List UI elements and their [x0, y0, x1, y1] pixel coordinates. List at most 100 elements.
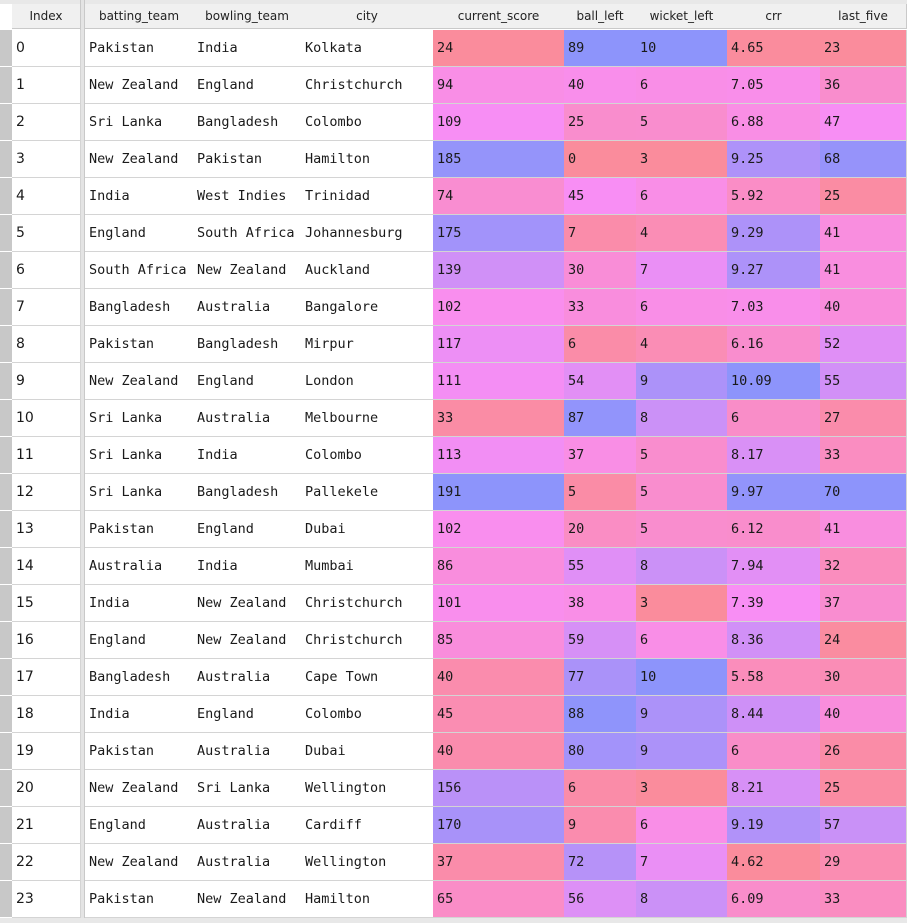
row-handle[interactable]: [0, 844, 12, 880]
cell-last-five[interactable]: 37: [820, 585, 907, 622]
column-header-city[interactable]: city: [301, 4, 434, 29]
cell-batting-team[interactable]: New Zealand: [85, 67, 194, 104]
cell-batting-team[interactable]: India: [85, 178, 194, 215]
row-index-cell[interactable]: 13: [12, 511, 81, 548]
cell-ball-left[interactable]: 55: [564, 548, 637, 585]
cell-city[interactable]: Johannesburg: [301, 215, 434, 252]
row-index-cell[interactable]: 19: [12, 733, 81, 770]
cell-bowling-team[interactable]: Sri Lanka: [193, 770, 302, 807]
cell-last-five[interactable]: 32: [820, 548, 907, 585]
cell-bowling-team[interactable]: Bangladesh: [193, 326, 302, 363]
cell-crr[interactable]: 7.03: [727, 289, 821, 326]
cell-last-five[interactable]: 25: [820, 770, 907, 807]
cell-city[interactable]: Colombo: [301, 696, 434, 733]
cell-city[interactable]: Colombo: [301, 104, 434, 141]
cell-crr[interactable]: 8.21: [727, 770, 821, 807]
cell-ball-left[interactable]: 80: [564, 733, 637, 770]
cell-city[interactable]: London: [301, 363, 434, 400]
cell-current-score[interactable]: 113: [433, 437, 565, 474]
column-header-wicket-left[interactable]: wicket_left: [636, 4, 728, 29]
cell-last-five[interactable]: 29: [820, 844, 907, 881]
cell-current-score[interactable]: 33: [433, 400, 565, 437]
cell-bowling-team[interactable]: New Zealand: [193, 881, 302, 918]
cell-wicket-left[interactable]: 7: [636, 252, 728, 289]
cell-city[interactable]: Cape Town: [301, 659, 434, 696]
cell-wicket-left[interactable]: 6: [636, 807, 728, 844]
row-index-cell[interactable]: 11: [12, 437, 81, 474]
cell-crr[interactable]: 9.25: [727, 141, 821, 178]
cell-wicket-left[interactable]: 5: [636, 437, 728, 474]
cell-ball-left[interactable]: 0: [564, 141, 637, 178]
row-handle[interactable]: [0, 733, 12, 769]
cell-current-score[interactable]: 24: [433, 30, 565, 67]
column-header-last-five[interactable]: last_five: [820, 4, 907, 29]
cell-current-score[interactable]: 40: [433, 659, 565, 696]
cell-wicket-left[interactable]: 6: [636, 67, 728, 104]
cell-wicket-left[interactable]: 5: [636, 511, 728, 548]
cell-city[interactable]: Melbourne: [301, 400, 434, 437]
cell-bowling-team[interactable]: England: [193, 67, 302, 104]
cell-wicket-left[interactable]: 3: [636, 770, 728, 807]
cell-city[interactable]: Trinidad: [301, 178, 434, 215]
row-index-cell[interactable]: 20: [12, 770, 81, 807]
cell-batting-team[interactable]: New Zealand: [85, 141, 194, 178]
row-index-cell[interactable]: 9: [12, 363, 81, 400]
cell-current-score[interactable]: 102: [433, 289, 565, 326]
cell-batting-team[interactable]: New Zealand: [85, 770, 194, 807]
cell-wicket-left[interactable]: 6: [636, 178, 728, 215]
cell-wicket-left[interactable]: 8: [636, 400, 728, 437]
cell-batting-team[interactable]: England: [85, 622, 194, 659]
cell-city[interactable]: Colombo: [301, 437, 434, 474]
row-index-cell[interactable]: 10: [12, 400, 81, 437]
cell-bowling-team[interactable]: Australia: [193, 289, 302, 326]
cell-city[interactable]: Cardiff: [301, 807, 434, 844]
row-handle[interactable]: [0, 30, 12, 66]
cell-city[interactable]: Kolkata: [301, 30, 434, 67]
cell-crr[interactable]: 9.27: [727, 252, 821, 289]
cell-city[interactable]: Christchurch: [301, 67, 434, 104]
cell-last-five[interactable]: 25: [820, 178, 907, 215]
cell-ball-left[interactable]: 88: [564, 696, 637, 733]
cell-ball-left[interactable]: 20: [564, 511, 637, 548]
cell-crr[interactable]: 6.16: [727, 326, 821, 363]
cell-crr[interactable]: 7.39: [727, 585, 821, 622]
cell-batting-team[interactable]: India: [85, 696, 194, 733]
row-index-cell[interactable]: 23: [12, 881, 81, 918]
cell-bowling-team[interactable]: England: [193, 696, 302, 733]
cell-last-five[interactable]: 40: [820, 289, 907, 326]
cell-batting-team[interactable]: Sri Lanka: [85, 400, 194, 437]
cell-batting-team[interactable]: Pakistan: [85, 511, 194, 548]
cell-crr[interactable]: 6: [727, 400, 821, 437]
cell-batting-team[interactable]: Pakistan: [85, 881, 194, 918]
cell-current-score[interactable]: 102: [433, 511, 565, 548]
cell-bowling-team[interactable]: Australia: [193, 733, 302, 770]
cell-last-five[interactable]: 27: [820, 400, 907, 437]
cell-bowling-team[interactable]: India: [193, 548, 302, 585]
cell-ball-left[interactable]: 45: [564, 178, 637, 215]
row-index-cell[interactable]: 16: [12, 622, 81, 659]
cell-current-score[interactable]: 37: [433, 844, 565, 881]
cell-crr[interactable]: 6.88: [727, 104, 821, 141]
cell-bowling-team[interactable]: Australia: [193, 659, 302, 696]
cell-last-five[interactable]: 52: [820, 326, 907, 363]
cell-ball-left[interactable]: 89: [564, 30, 637, 67]
row-index-cell[interactable]: 21: [12, 807, 81, 844]
row-index-cell[interactable]: 14: [12, 548, 81, 585]
cell-ball-left[interactable]: 7: [564, 215, 637, 252]
cell-last-five[interactable]: 57: [820, 807, 907, 844]
row-handle[interactable]: [0, 178, 12, 214]
row-index-cell[interactable]: 18: [12, 696, 81, 733]
cell-batting-team[interactable]: Pakistan: [85, 30, 194, 67]
row-index-cell[interactable]: 22: [12, 844, 81, 881]
cell-city[interactable]: Pallekele: [301, 474, 434, 511]
cell-city[interactable]: Hamilton: [301, 141, 434, 178]
cell-wicket-left[interactable]: 8: [636, 881, 728, 918]
cell-current-score[interactable]: 185: [433, 141, 565, 178]
cell-last-five[interactable]: 47: [820, 104, 907, 141]
cell-city[interactable]: Bangalore: [301, 289, 434, 326]
column-header-current-score[interactable]: current_score: [433, 4, 565, 29]
cell-batting-team[interactable]: India: [85, 585, 194, 622]
column-header-ball-left[interactable]: ball_left: [564, 4, 637, 29]
cell-batting-team[interactable]: Sri Lanka: [85, 437, 194, 474]
row-handle[interactable]: [0, 289, 12, 325]
